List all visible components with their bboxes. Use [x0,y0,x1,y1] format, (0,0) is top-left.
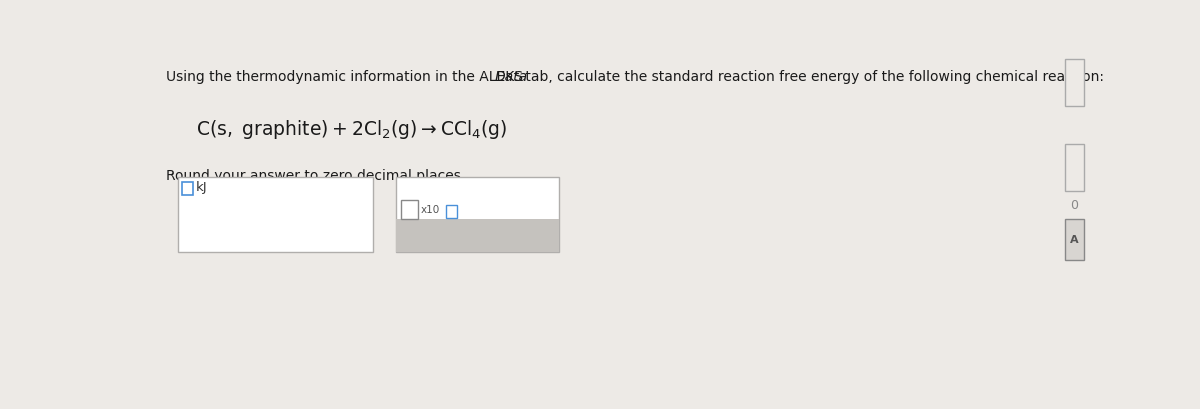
FancyBboxPatch shape [396,177,559,252]
Text: $\mathregular{C(s,\ graphite) + 2Cl_2(g) \rightarrow CCl_4(g)}$: $\mathregular{C(s,\ graphite) + 2Cl_2(g)… [197,118,508,142]
Text: 0: 0 [1070,199,1079,212]
FancyBboxPatch shape [181,182,193,195]
FancyBboxPatch shape [1066,219,1084,260]
Text: Round your answer to zero decimal places.: Round your answer to zero decimal places… [166,169,466,183]
Text: A: A [1070,235,1079,245]
FancyBboxPatch shape [445,205,457,218]
FancyBboxPatch shape [396,219,559,252]
Text: kJ: kJ [196,181,208,194]
Text: ↺: ↺ [508,228,520,243]
FancyBboxPatch shape [1066,144,1084,191]
Text: X: X [437,228,448,243]
Text: Using the thermodynamic information in the ALEKS: Using the thermodynamic information in t… [166,70,527,83]
Text: x10: x10 [421,204,440,215]
FancyBboxPatch shape [401,200,418,219]
FancyBboxPatch shape [1066,58,1084,106]
Text: tab, calculate the standard reaction free energy of the following chemical react: tab, calculate the standard reaction fre… [521,70,1104,83]
FancyBboxPatch shape [178,177,373,252]
Text: Data: Data [496,70,528,83]
